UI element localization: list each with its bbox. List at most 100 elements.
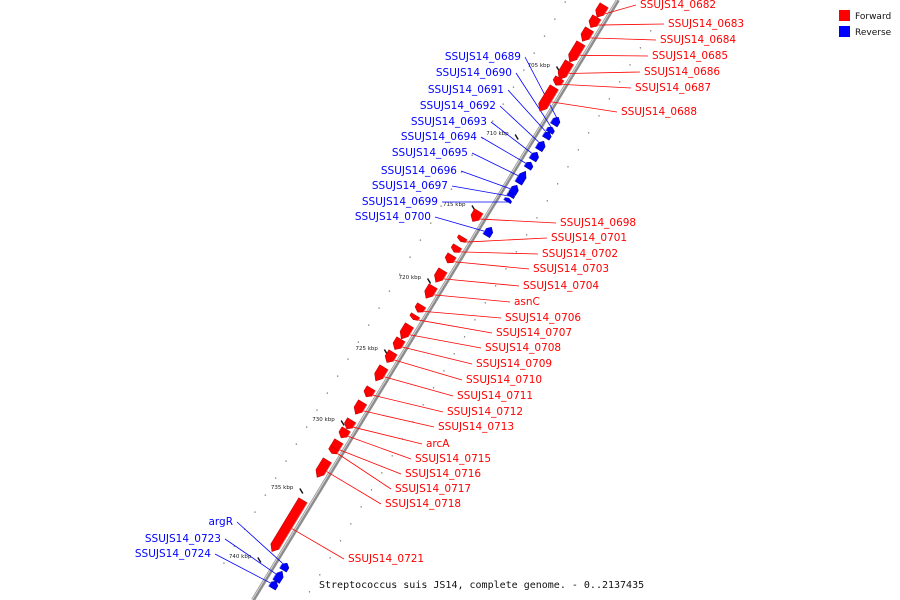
scale-ticks: 705 kbp 710 kbp 715 kbp 720 kbp 725 kbp 730 k… xyxy=(229,63,561,563)
gene-arrow-SSUJS14_0684[interactable] xyxy=(580,26,595,42)
gene-label-SSUJS14_0700[interactable]: SSUJS14_0700 xyxy=(355,211,431,223)
gene-label-SSUJS14_0689[interactable]: SSUJS14_0689 xyxy=(445,51,521,63)
gene-label-SSUJS14_0701[interactable]: SSUJS14_0701 xyxy=(551,232,627,244)
gene-arrow-SSUJS14_0692[interactable] xyxy=(534,140,546,153)
gene-label-SSUJS14_0685[interactable]: SSUJS14_0685 xyxy=(652,50,728,62)
scale-tick-label: 740 kbp xyxy=(229,554,252,560)
gene-arrow-SSUJS14_0715[interactable] xyxy=(338,426,351,439)
gene-arrow-SSUJS14_0695[interactable] xyxy=(514,170,527,186)
legend: Forward Reverse xyxy=(839,10,892,38)
gene-label-SSUJS14_0691[interactable]: SSUJS14_0691 xyxy=(428,84,504,96)
gene-arrow-SSUJS14_0697[interactable] xyxy=(506,192,516,200)
scale-tick-label: 715 kbp xyxy=(443,202,466,208)
gene-label-SSUJS14_0692[interactable]: SSUJS14_0692 xyxy=(420,100,496,112)
gene-arrow-SSUJS14_0721[interactable] xyxy=(270,497,308,552)
scale-tick-label: 705 kbp xyxy=(528,63,551,69)
gene-label-SSUJS14_0724[interactable]: SSUJS14_0724 xyxy=(135,548,211,560)
gene-arrow-SSUJS14_0689[interactable] xyxy=(549,116,561,128)
gene-label-argR[interactable]: argR xyxy=(208,516,233,528)
gene-arrow-SSUJS14_0700[interactable] xyxy=(482,226,494,239)
gene-label-SSUJS14_0697[interactable]: SSUJS14_0697 xyxy=(372,180,448,192)
gene-labels: SSUJS14_0682 SSUJS14_0683 SSUJS14_0684 SSUJ… xyxy=(135,0,744,565)
gene-arrow-SSUJS14_0688[interactable] xyxy=(538,84,559,112)
gene-arrow-SSUJS14_0704[interactable] xyxy=(434,267,448,283)
gene-label-SSUJS14_0721[interactable]: SSUJS14_0721 xyxy=(348,553,424,565)
gene-label-SSUJS14_0707[interactable]: SSUJS14_0707 xyxy=(496,327,572,339)
gene-arrow-arcA[interactable] xyxy=(344,417,357,430)
gene-label-SSUJS14_0688[interactable]: SSUJS14_0688 xyxy=(621,106,697,118)
gene-arrow-SSUJS14_0724[interactable] xyxy=(268,580,279,591)
gene-label-arcA[interactable]: arcA xyxy=(426,438,450,450)
gene-label-SSUJS14_0706[interactable]: SSUJS14_0706 xyxy=(505,312,581,324)
legend-forward-swatch xyxy=(839,10,850,21)
gene-arrow-SSUJS14_0723[interactable] xyxy=(272,570,284,584)
gene-label-SSUJS14_0716[interactable]: SSUJS14_0716 xyxy=(405,468,481,480)
gene-arrow-SSUJS14_0698[interactable] xyxy=(470,208,484,222)
gene-arrow-SSUJS14_0713[interactable] xyxy=(353,399,368,415)
gene-arrow-SSUJS14_0685[interactable] xyxy=(568,40,586,63)
gene-label-SSUJS14_0699[interactable]: SSUJS14_0699 xyxy=(362,196,438,208)
gene-arrow-SSUJS14_0710[interactable] xyxy=(384,349,398,363)
gene-label-SSUJS14_0711[interactable]: SSUJS14_0711 xyxy=(457,390,533,402)
gene-label-SSUJS14_0682[interactable]: SSUJS14_0682 xyxy=(640,0,716,11)
legend-reverse-label: Reverse xyxy=(855,28,892,38)
gene-label-SSUJS14_0695[interactable]: SSUJS14_0695 xyxy=(392,147,468,159)
genome-caption: Streptococcus suis JS14, complete genome… xyxy=(319,580,644,591)
legend-reverse-swatch xyxy=(839,26,850,37)
gene-arrow-SSUJS14_0701[interactable] xyxy=(457,234,468,243)
gene-label-SSUJS14_0704[interactable]: SSUJS14_0704 xyxy=(523,280,599,292)
legend-forward-label: Forward xyxy=(855,12,891,22)
gene-label-SSUJS14_0696[interactable]: SSUJS14_0696 xyxy=(381,165,457,177)
genome-backbone xyxy=(251,0,620,600)
gene-label-SSUJS14_0712[interactable]: SSUJS14_0712 xyxy=(447,406,523,418)
gene-label-SSUJS14_0693[interactable]: SSUJS14_0693 xyxy=(411,116,487,128)
gene-arrow-SSUJS14_0712[interactable] xyxy=(363,385,376,398)
scale-tick-label: 735 kbp xyxy=(271,485,294,491)
gene-label-SSUJS14_0713[interactable]: SSUJS14_0713 xyxy=(438,421,514,433)
gene-label-SSUJS14_0698[interactable]: SSUJS14_0698 xyxy=(560,217,636,229)
gene-arrow-SSUJS14_0682[interactable] xyxy=(595,2,609,18)
gene-arrow-SSUJS14_0687[interactable] xyxy=(552,75,565,86)
gene-label-SSUJS14_0684[interactable]: SSUJS14_0684 xyxy=(660,34,736,46)
gene-label-SSUJS14_0715[interactable]: SSUJS14_0715 xyxy=(415,453,491,465)
gene-label-SSUJS14_0683[interactable]: SSUJS14_0683 xyxy=(668,18,744,30)
gene-arrow-SSUJS14_0699[interactable] xyxy=(503,197,512,205)
gene-arrow-SSUJS14_0702[interactable] xyxy=(450,243,463,253)
gene-arrow-SSUJS14_0709[interactable] xyxy=(392,336,406,350)
gene-label-SSUJS14_0702[interactable]: SSUJS14_0702 xyxy=(542,248,618,260)
scale-tick-label: 720 kbp xyxy=(399,275,422,281)
gene-arrow-SSUJS14_0717[interactable] xyxy=(328,445,340,455)
gene-arrow-SSUJS14_0694[interactable] xyxy=(523,161,534,171)
gene-arrow-SSUJS14_0683[interactable] xyxy=(588,14,602,28)
gene-label-SSUJS14_0694[interactable]: SSUJS14_0694 xyxy=(401,131,477,143)
scale-tick-label: 725 kbp xyxy=(355,346,378,352)
genome-backbone-highlight xyxy=(251,0,618,600)
gene-label-SSUJS14_0718[interactable]: SSUJS14_0718 xyxy=(385,498,461,510)
gene-label-SSUJS14_0708[interactable]: SSUJS14_0708 xyxy=(485,342,561,354)
gene-arrow-SSUJS14_0708[interactable] xyxy=(399,322,415,340)
gene-features xyxy=(268,2,609,591)
gene-label-SSUJS14_0703[interactable]: SSUJS14_0703 xyxy=(533,263,609,275)
gene-label-SSUJS14_0709[interactable]: SSUJS14_0709 xyxy=(476,358,552,370)
gene-label-SSUJS14_0710[interactable]: SSUJS14_0710 xyxy=(466,374,542,386)
gene-label-SSUJS14_0723[interactable]: SSUJS14_0723 xyxy=(145,533,221,545)
gene-arrow-SSUJS14_0693[interactable] xyxy=(528,151,539,163)
gene-arrow-SSUJS14_0706[interactable] xyxy=(414,302,427,313)
gene-arrow-asnC[interactable] xyxy=(424,283,438,299)
gene-label-SSUJS14_0687[interactable]: SSUJS14_0687 xyxy=(635,82,711,94)
gene-arrow-SSUJS14_0707[interactable] xyxy=(409,312,421,321)
gene-label-asnC[interactable]: asnC xyxy=(514,296,540,308)
gene-label-SSUJS14_0717[interactable]: SSUJS14_0717 xyxy=(395,483,471,495)
gene-arrow-SSUJS14_0718[interactable] xyxy=(315,457,333,478)
gene-label-SSUJS14_0686[interactable]: SSUJS14_0686 xyxy=(644,66,720,78)
gene-arrow-SSUJS14_0703[interactable] xyxy=(444,252,457,264)
gene-arrow-SSUJS14_0690[interactable] xyxy=(545,126,555,135)
gene-label-SSUJS14_0690[interactable]: SSUJS14_0690 xyxy=(436,67,512,79)
gene-arrow-SSUJS14_0711[interactable] xyxy=(374,364,389,382)
gene-arrow-SSUJS14_0691[interactable] xyxy=(541,131,552,141)
scale-tick-label: 710 kbp xyxy=(486,131,509,137)
gene-arrow-SSUJS14_0686[interactable] xyxy=(557,59,575,80)
scale-tick-label: 730 kbp xyxy=(312,417,335,423)
gene-arrow-argR[interactable] xyxy=(279,562,290,573)
